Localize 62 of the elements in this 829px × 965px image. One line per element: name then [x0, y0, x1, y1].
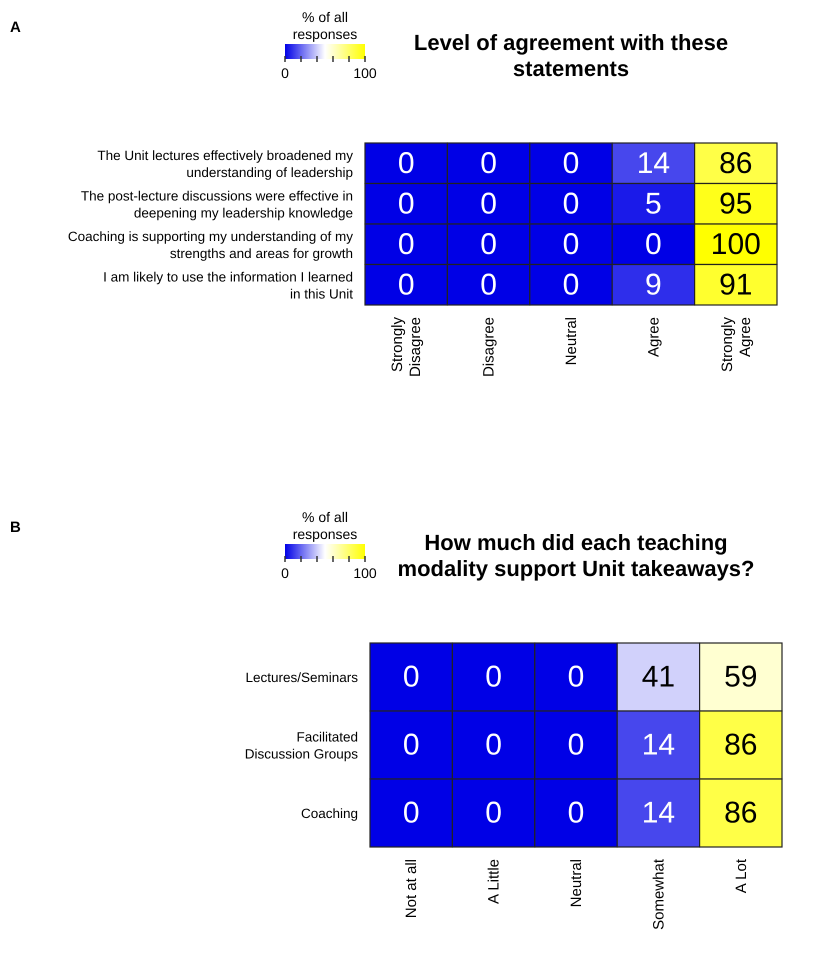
data-label: 100 — [710, 228, 761, 261]
x-tick-label: Strongly Agree — [718, 316, 754, 372]
data-label: 0 — [398, 228, 415, 261]
text: A — [10, 19, 21, 36]
y-tick-label: Coaching is supporting my understanding of my strengths and areas for growth — [68, 228, 354, 261]
chart-title: How much did each teaching modality support Unit takeaways? — [398, 530, 754, 581]
data-label: 0 — [562, 228, 580, 261]
x-tick-label: A Little — [486, 859, 503, 904]
data-label: 0 — [485, 660, 502, 694]
data-label: 41 — [642, 660, 676, 694]
data-label: 0 — [398, 268, 415, 302]
color-bar-label: 100 — [353, 565, 377, 581]
y-tick-label: The Unit lectures effectively broadened my understanding of leadership — [97, 148, 354, 180]
data-label: 0 — [485, 796, 502, 830]
data-label: 91 — [719, 268, 752, 302]
data-label: 59 — [724, 660, 758, 694]
data-label: 0 — [398, 187, 415, 220]
x-tick-label: A Lot — [732, 858, 750, 894]
color-bar-label: 100 — [353, 65, 377, 81]
x-tick-label: Not at all — [403, 859, 420, 918]
y-tick-label: I am likely to use the information I learned in this Unit — [103, 269, 354, 302]
y-tick-label: Facilitated Discussion Groups — [244, 730, 358, 762]
x-tick-label: Neutral — [563, 317, 580, 366]
data-label: 0 — [485, 728, 502, 762]
data-label: 0 — [480, 228, 497, 261]
data-label: 0 — [402, 728, 420, 762]
data-label: 0 — [402, 796, 420, 830]
data-label: 14 — [642, 728, 676, 762]
data-label: 5 — [645, 187, 662, 220]
data-label: 0 — [645, 228, 662, 261]
color-bar-label: 0 — [281, 65, 290, 81]
x-tick-label: Somewhat — [650, 858, 668, 930]
data-label: 9 — [645, 268, 662, 302]
chart-title: Level of agreement with these statements — [414, 30, 728, 81]
x-tick-label: Strongly Disagree — [389, 316, 424, 378]
data-label: 0 — [568, 728, 584, 762]
data-label: 14 — [642, 796, 676, 830]
data-label: 0 — [402, 660, 420, 694]
data-label: 14 — [636, 146, 670, 180]
y-tick-label: The post-lecture discussions were effective in deepening my leadership knowledge — [80, 188, 353, 220]
x-tick-label: Disagree — [480, 317, 498, 378]
data-label: 0 — [398, 146, 415, 180]
data-label: 86 — [724, 796, 758, 830]
data-label: 0 — [562, 268, 580, 302]
color-bar-label: 0 — [281, 565, 290, 581]
x-tick-label: Neutral — [568, 859, 585, 908]
data-label: 0 — [562, 187, 580, 220]
data-label: 95 — [719, 187, 752, 220]
y-tick-label: Lectures/Seminars — [245, 670, 358, 685]
color-bar-title: % of all responses — [292, 9, 358, 42]
data-label: 0 — [480, 187, 497, 220]
y-tick-label: Coaching — [300, 806, 358, 821]
data-label: 86 — [724, 728, 758, 762]
data-label: 0 — [480, 146, 497, 180]
x-tick-label: Agree — [645, 317, 662, 358]
data-label: 86 — [719, 146, 752, 180]
color-bar-title: % of all responses — [292, 509, 358, 542]
data-label: 0 — [568, 660, 584, 694]
data-label: 0 — [480, 268, 497, 302]
data-label: 0 — [568, 796, 584, 830]
data-label: 0 — [562, 146, 580, 180]
text: B — [10, 519, 21, 536]
